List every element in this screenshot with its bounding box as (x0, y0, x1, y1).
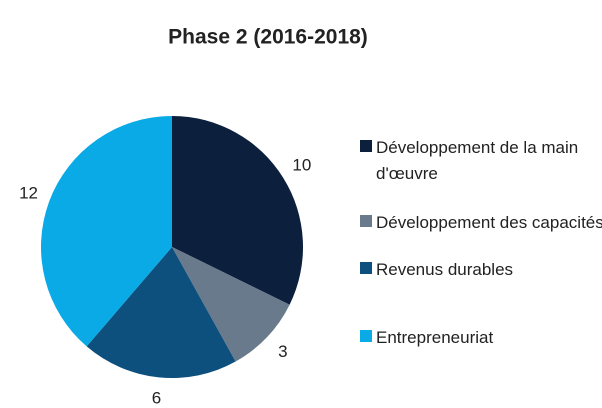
legend-label: Développement de la main d'œuvre (376, 138, 579, 183)
data-label: 6 (152, 389, 161, 408)
legend-item: Développement de la main d'œuvre (360, 135, 602, 187)
legend-swatch (360, 330, 372, 342)
legend-item: Développement des capacités (360, 210, 602, 236)
legend-label: Développement des capacités (376, 213, 602, 232)
data-label: 3 (278, 342, 287, 361)
pie-slice (172, 116, 303, 305)
data-label: 10 (292, 156, 311, 175)
data-label: 12 (19, 183, 38, 202)
pie-slice (40, 115, 172, 347)
legend-swatch (360, 215, 372, 227)
legend-swatch (360, 262, 372, 274)
legend-label: Entrepreneuriat (376, 328, 494, 347)
chart-title: Phase 2 (2016-2018) (168, 26, 368, 49)
legend-label: Revenus durables (376, 260, 514, 279)
legend-item: Entrepreneuriat (360, 325, 602, 351)
pie-slice (172, 247, 290, 362)
pie-slice (86, 247, 236, 378)
legend-swatch (360, 140, 372, 152)
legend-item: Revenus durables (360, 257, 602, 283)
